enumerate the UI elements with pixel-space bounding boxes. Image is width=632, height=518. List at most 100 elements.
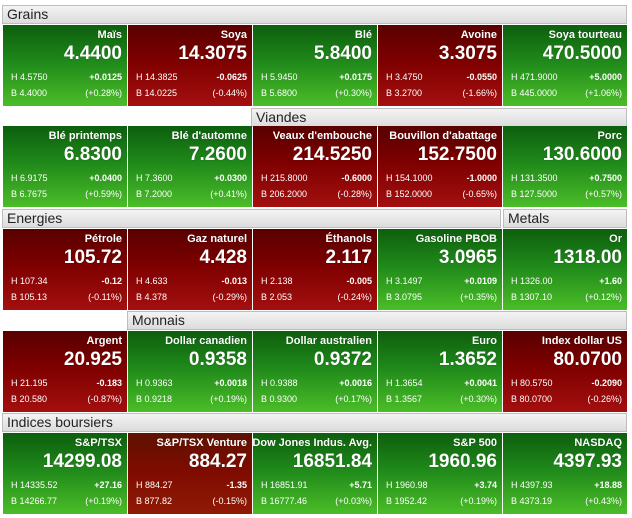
- quote-high: H 2.138: [261, 276, 293, 286]
- section-header-metals: Metals: [503, 209, 627, 228]
- quote-low: B 877.82: [136, 496, 173, 506]
- quote-percent: (+0.30%): [335, 88, 372, 98]
- quote-name: Dollar canadien: [165, 335, 247, 347]
- quote-name: S&P/TSX Venture: [156, 437, 247, 449]
- quote-tile[interactable]: Porc 130.6000 H 131.3500 B 127.5000 +0.7500 (…: [503, 126, 627, 207]
- quote-name: S&P/TSX: [74, 437, 122, 449]
- quote-tile[interactable]: Bouvillon d'abattage 152.7500 H 154.1000 B …: [378, 126, 502, 207]
- quote-price: 2.117: [325, 247, 373, 268]
- quote-low: B 0.9218: [136, 394, 173, 404]
- quote-high: H 3.4750: [386, 72, 423, 82]
- quote-percent: (+0.19%): [210, 394, 247, 404]
- quote-tile[interactable]: Gasoline PBOB 3.0965 H 3.1497 B 3.0795 +0.01…: [378, 229, 502, 310]
- quote-tile[interactable]: Blé printemps 6.8300 H 6.9175 B 6.7675 +0.04…: [3, 126, 127, 207]
- quote-low: B 20.580: [11, 394, 48, 404]
- quote-tile[interactable]: Dow Jones Indus. Avg. 16851.84 H 16851.91 B…: [253, 433, 377, 514]
- quote-high: H 7.3600: [136, 173, 173, 183]
- quote-change: +0.0175: [339, 72, 372, 82]
- quote-high: H 3.1497: [386, 276, 423, 286]
- quote-low: B 6.7675: [11, 189, 48, 199]
- quote-percent: (+0.12%): [585, 292, 622, 302]
- quote-tile[interactable]: Blé d'automne 7.2600 H 7.3600 B 7.2000 +0.03…: [128, 126, 252, 207]
- quote-change: -0.013: [221, 276, 247, 286]
- quote-low: B 105.13: [11, 292, 48, 302]
- quote-high: H 107.34: [11, 276, 48, 286]
- quote-high: H 16851.91: [261, 480, 308, 490]
- quote-name: Argent: [86, 335, 122, 347]
- quote-name: Euro: [471, 335, 497, 347]
- quote-tile[interactable]: S&P/TSX 14299.08 H 14335.52 B 14266.77 +27.1…: [3, 433, 127, 514]
- quote-high: H 884.27: [136, 480, 173, 490]
- quote-name: Blé printemps: [48, 130, 122, 142]
- quote-price: 3.3075: [438, 43, 497, 64]
- quote-name: Éthanols: [325, 233, 372, 245]
- quote-name: Dollar australien: [285, 335, 372, 347]
- quote-low: B 80.0700: [511, 394, 553, 404]
- quote-tile[interactable]: Soya tourteau 470.5000 H 471.9000 B 445.000…: [503, 25, 627, 106]
- quote-low: B 206.2000: [261, 189, 308, 199]
- quote-price: 4.428: [199, 247, 247, 268]
- quote-percent: (+0.19%): [85, 496, 122, 506]
- quote-price: 105.72: [63, 247, 122, 268]
- section-header-indices: Indices boursiers: [2, 413, 627, 432]
- quote-low: B 4.378: [136, 292, 168, 302]
- quote-tile[interactable]: Or 1318.00 H 1326.00 B 1307.10 +1.60 (+0.12%): [503, 229, 627, 310]
- quote-name: Soya tourteau: [548, 29, 622, 41]
- quote-change: +0.0018: [214, 378, 247, 388]
- quote-tile[interactable]: Pétrole 105.72 H 107.34 B 105.13 -0.12 (-0.11…: [3, 229, 127, 310]
- quote-high: H 131.3500: [511, 173, 558, 183]
- quote-price: 5.8400: [313, 43, 372, 64]
- quote-tile[interactable]: Veaux d'embouche 214.5250 H 215.8000 B 206.…: [253, 126, 377, 207]
- quote-tile[interactable]: Dollar australien 0.9372 H 0.9388 B 0.9300 +…: [253, 331, 377, 412]
- quote-price: 20.925: [63, 349, 122, 370]
- quote-price: 4.4400: [63, 43, 122, 64]
- quote-low: B 3.2700: [386, 88, 423, 98]
- quote-change: +0.0109: [464, 276, 497, 286]
- quote-price: 0.9358: [188, 349, 247, 370]
- quote-tile[interactable]: Éthanols 2.117 H 2.138 B 2.053 -0.005 (-0.24%…: [253, 229, 377, 310]
- quote-change: -1.35: [226, 480, 247, 490]
- quote-name: Porc: [597, 130, 622, 142]
- quote-low: B 4.4000: [11, 88, 48, 98]
- quote-change: +0.0300: [214, 173, 247, 183]
- quote-price: 4397.93: [553, 451, 622, 472]
- quote-high: H 14335.52: [11, 480, 58, 490]
- quote-tile[interactable]: Index dollar US 80.0700 H 80.5750 B 80.0700…: [503, 331, 627, 412]
- quote-tile[interactable]: Argent 20.925 H 21.195 B 20.580 -0.183 (-0.87…: [3, 331, 127, 412]
- quote-name: Or: [609, 233, 622, 245]
- quote-tile[interactable]: Euro 1.3652 H 1.3654 B 1.3567 +0.0041 (+0.30%…: [378, 331, 502, 412]
- section-header-monnais: Monnais: [127, 311, 627, 330]
- quote-change: -0.6000: [341, 173, 372, 183]
- quote-tile[interactable]: S&P 500 1960.96 H 1960.98 B 1952.42 +3.74 (+0…: [378, 433, 502, 514]
- quote-low: B 16777.46: [261, 496, 308, 506]
- quote-tile[interactable]: S&P/TSX Venture 884.27 H 884.27 B 877.82 -1.…: [128, 433, 252, 514]
- quote-name: S&P 500: [453, 437, 497, 449]
- quote-tile[interactable]: Gaz naturel 4.428 H 4.633 B 4.378 -0.013 (-0.…: [128, 229, 252, 310]
- quote-price: 6.8300: [63, 144, 122, 165]
- quote-change: -0.2090: [591, 378, 622, 388]
- quote-percent: (-0.87%): [87, 394, 122, 404]
- quote-tile[interactable]: Maïs 4.4400 H 4.5750 B 4.4000 +0.0125 (+0.28%…: [3, 25, 127, 106]
- quote-tile[interactable]: NASDAQ 4397.93 H 4397.93 B 4373.19 +18.88 (+0…: [503, 433, 627, 514]
- quote-change: -0.12: [101, 276, 122, 286]
- quote-change: +3.74: [474, 480, 497, 490]
- quote-percent: (+0.19%): [460, 496, 497, 506]
- quote-tile[interactable]: Blé 5.8400 H 5.9450 B 5.6800 +0.0175 (+0.30%): [253, 25, 377, 106]
- quote-change: -0.0625: [216, 72, 247, 82]
- quote-percent: (-0.24%): [337, 292, 372, 302]
- quote-change: +5.71: [349, 480, 372, 490]
- quote-change: -0.005: [346, 276, 372, 286]
- quote-tile[interactable]: Avoine 3.3075 H 3.4750 B 3.2700 -0.0550 (-1.6…: [378, 25, 502, 106]
- quote-tile[interactable]: Soya 14.3075 H 14.3825 B 14.0225 -0.0625 (-0.…: [128, 25, 252, 106]
- quote-tile[interactable]: Dollar canadien 0.9358 H 0.9363 B 0.9218 +0.…: [128, 331, 252, 412]
- quote-high: H 0.9388: [261, 378, 298, 388]
- quote-high: H 5.9450: [261, 72, 298, 82]
- quote-percent: (+0.03%): [335, 496, 372, 506]
- quote-price: 16851.84: [292, 451, 372, 472]
- quote-change: +27.16: [94, 480, 122, 490]
- quote-high: H 80.5750: [511, 378, 553, 388]
- quote-percent: (-0.15%): [212, 496, 247, 506]
- quote-percent: (-0.28%): [337, 189, 372, 199]
- quote-high: H 154.1000: [386, 173, 433, 183]
